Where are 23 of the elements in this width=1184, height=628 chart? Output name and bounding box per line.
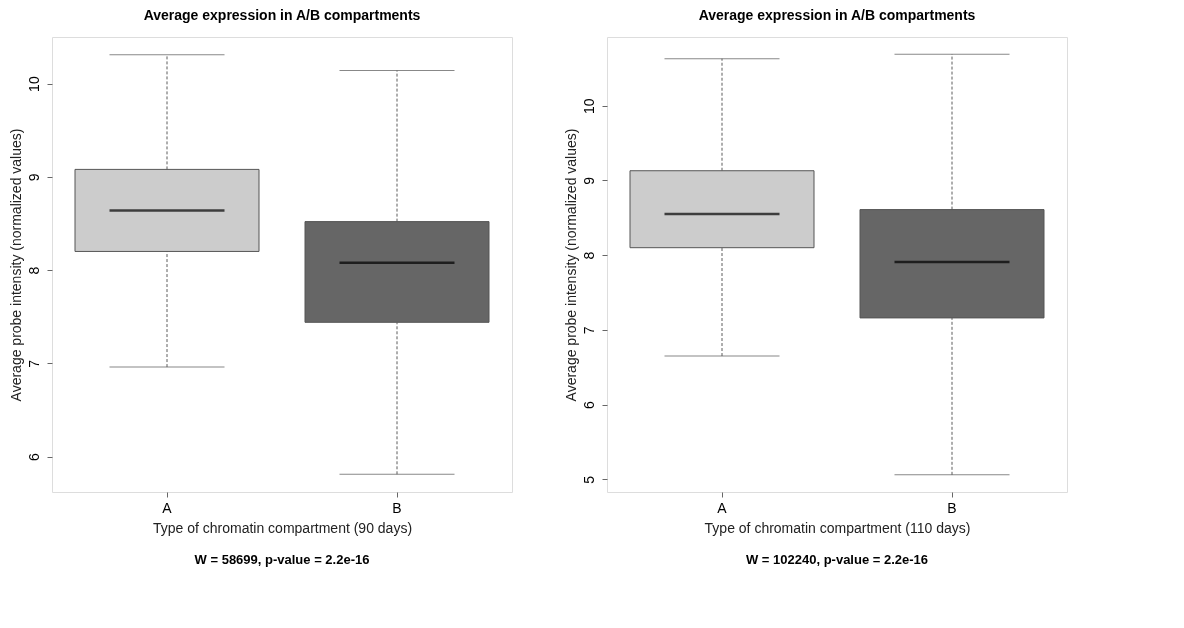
y-tick-label: 8	[580, 251, 597, 260]
y-tick-label: 6	[580, 400, 597, 409]
chart-title: Average expression in A/B compartments	[143, 7, 421, 23]
x-tick-label: B	[947, 499, 957, 516]
x-tick-label: A	[162, 499, 173, 516]
y-tick-label: 9	[25, 173, 42, 182]
x-tick-label: B	[392, 499, 402, 516]
x-tick-label: A	[717, 499, 728, 516]
y-tick-label: 10	[25, 76, 42, 92]
x-axis-title: Type of chromatin compartment (110 days)	[704, 519, 971, 536]
y-axis-title: Average probe intensity (normalized values)	[7, 128, 24, 402]
y-tick-label: 5	[580, 475, 597, 484]
y-tick-label: 7	[25, 359, 42, 368]
y-tick-label: 7	[580, 326, 597, 335]
y-tick-label: 6	[25, 452, 42, 461]
y-tick-label: 9	[580, 176, 597, 185]
chart-title: Average expression in A/B compartments	[698, 7, 976, 23]
y-tick-label: 10	[580, 98, 597, 115]
y-tick-label: 8	[25, 266, 42, 275]
x-axis-title: Type of chromatin compartment (90 days)	[152, 519, 413, 536]
y-axis-title: Average probe intensity (normalized values)	[562, 128, 579, 402]
text: W = 102240, p-value = 2.2e-16	[745, 552, 929, 567]
text: W = 58699, p-value = 2.2e-16	[194, 552, 370, 567]
